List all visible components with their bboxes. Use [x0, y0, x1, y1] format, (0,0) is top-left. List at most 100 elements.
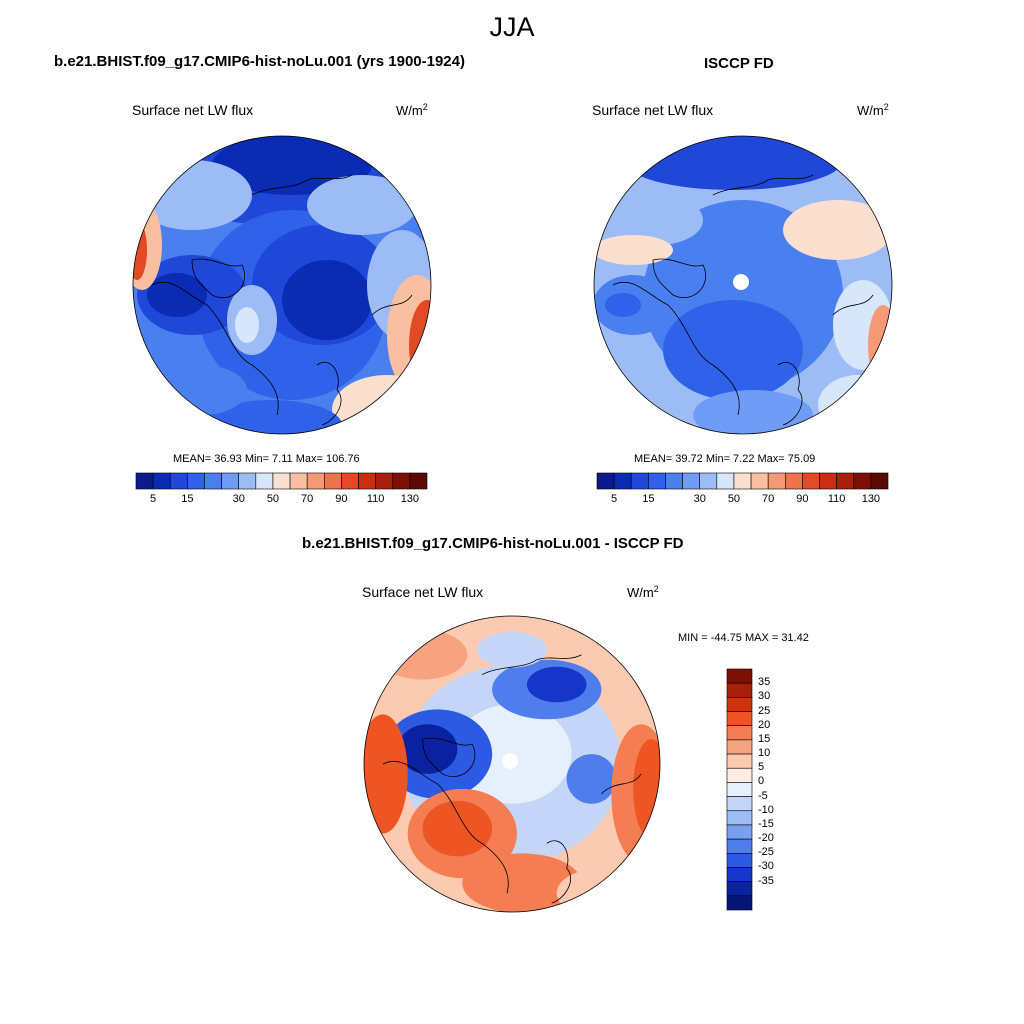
colorbar-swatch [726, 711, 753, 727]
colorbar-tick-label: 110 [827, 493, 846, 505]
colorbar-swatch [750, 472, 769, 490]
field-blob [566, 754, 617, 804]
colorbar-tick-label: 5 [150, 493, 157, 505]
colorbar-swatch [853, 472, 872, 490]
coastline [482, 654, 582, 675]
field-blob [282, 260, 372, 340]
colorbar-tick-label: 50 [266, 493, 280, 505]
colorbar-swatch [409, 472, 428, 490]
panel-diff-title: b.e21.BHIST.f09_g17.CMIP6-hist-noLu.001 … [302, 535, 684, 552]
colorbar-tick-label: 10 [758, 747, 771, 760]
colorbar-swatch [726, 682, 753, 698]
panel-obs-stats: MEAN= 39.72 Min= 7.22 Max= 75.09 [634, 453, 816, 465]
colorbar-swatch [204, 472, 222, 490]
colorbar-tick-label: 50 [727, 493, 741, 505]
colorbar-swatch [323, 472, 342, 490]
field-blob [605, 293, 641, 317]
field-blob [594, 235, 673, 265]
panel-obs-units: W/m2 [857, 102, 889, 118]
field-blob [235, 307, 259, 343]
colorbar-tick-label: -30 [758, 860, 774, 873]
colorbar-tick-label: 70 [301, 493, 314, 505]
colorbar-model-labels: 5 15 30 50 70 90 110 130 [136, 493, 427, 507]
colorbar-swatch [596, 472, 615, 490]
colorbar-tick-label: 0 [758, 775, 765, 788]
colorbar-tick-label: 90 [796, 493, 809, 505]
field-blob [422, 800, 493, 857]
colorbar-model [135, 472, 428, 490]
panel-model-subtitle: Surface net LW flux [132, 102, 254, 118]
coastline [546, 840, 571, 904]
colorbar-swatch [341, 472, 359, 490]
colorbar-tick-label: 25 [758, 704, 771, 717]
colorbar-swatch [726, 725, 753, 741]
field-blob [613, 195, 703, 245]
field-blob [147, 273, 207, 317]
colorbar-swatch [135, 472, 154, 490]
field-blob [868, 305, 892, 385]
missing-data-pole [733, 274, 749, 290]
coastline [712, 174, 814, 196]
field-blob [477, 631, 547, 668]
colorbar-tick-label: 130 [400, 493, 420, 505]
colorbar-swatch [733, 472, 752, 490]
polar-map-diff [363, 615, 661, 913]
colorbar-swatch [648, 472, 666, 490]
colorbar-swatch [665, 472, 683, 490]
coastline [191, 258, 245, 298]
colorbar-tick-label: 5 [611, 493, 618, 505]
colorbar-swatch [726, 810, 753, 826]
colorbar-tick-label: 110 [366, 493, 385, 505]
colorbar-swatch [152, 472, 171, 490]
colorbar-swatch [726, 852, 753, 868]
coastline [422, 737, 476, 777]
colorbar-tick-label: -10 [758, 803, 774, 816]
colorbar-swatch [375, 472, 394, 490]
coastline [652, 258, 706, 298]
colorbar-swatch [836, 472, 855, 490]
colorbar-tick-label: 30 [693, 493, 706, 505]
colorbar-swatch [716, 472, 735, 490]
colorbar-tick-label: -35 [758, 874, 774, 887]
colorbar-tick-label: -5 [758, 789, 768, 802]
field-blob [332, 375, 431, 434]
colorbar-swatch [289, 472, 308, 490]
colorbar-tick-label: 30 [758, 690, 771, 703]
colorbar-swatch [726, 753, 753, 769]
missing-data-pole [502, 753, 518, 769]
colorbar-swatch [358, 472, 376, 490]
coastline [151, 281, 279, 416]
coastline [316, 362, 342, 426]
colorbar-swatch [726, 697, 753, 712]
field-blob [623, 136, 843, 190]
coastline [612, 281, 740, 416]
colorbar-swatch [726, 739, 753, 755]
panel-obs-title: ISCCP FD [704, 55, 774, 72]
field-blob [397, 724, 458, 774]
colorbar-swatch [726, 782, 753, 797]
colorbar-swatch [726, 824, 753, 840]
field-blob [307, 175, 417, 235]
field-blob [157, 365, 247, 415]
field-blob [693, 390, 813, 434]
colorbar-swatch [613, 472, 632, 490]
colorbar-tick-label: 15 [642, 493, 655, 505]
panel-diff-subtitle: Surface net LW flux [362, 584, 484, 600]
colorbar-swatch [726, 881, 753, 897]
colorbar-swatch [726, 767, 753, 783]
panel-obs-subtitle: Surface net LW flux [592, 102, 714, 118]
colorbar-swatch [238, 472, 257, 490]
coastline [251, 174, 353, 196]
colorbar-obs-labels: 5 15 30 50 70 90 110 130 [597, 493, 888, 507]
field-blob [202, 400, 342, 434]
polar-map-model [132, 135, 432, 435]
colorbar-swatch [187, 472, 205, 490]
map-border [363, 615, 661, 913]
colorbar-diff-labels: 35 30 25 20 15 10 5 0 -5 -10 -15 -20 -25 -30 -35 [758, 669, 798, 910]
colorbar-swatch [784, 472, 803, 490]
colorbar-swatch [630, 472, 649, 490]
coastline [382, 760, 509, 894]
panel-diff-stats: MIN = -44.75 MAX = 31.42 [678, 632, 809, 644]
map-border [132, 135, 432, 435]
coastline [601, 773, 642, 795]
